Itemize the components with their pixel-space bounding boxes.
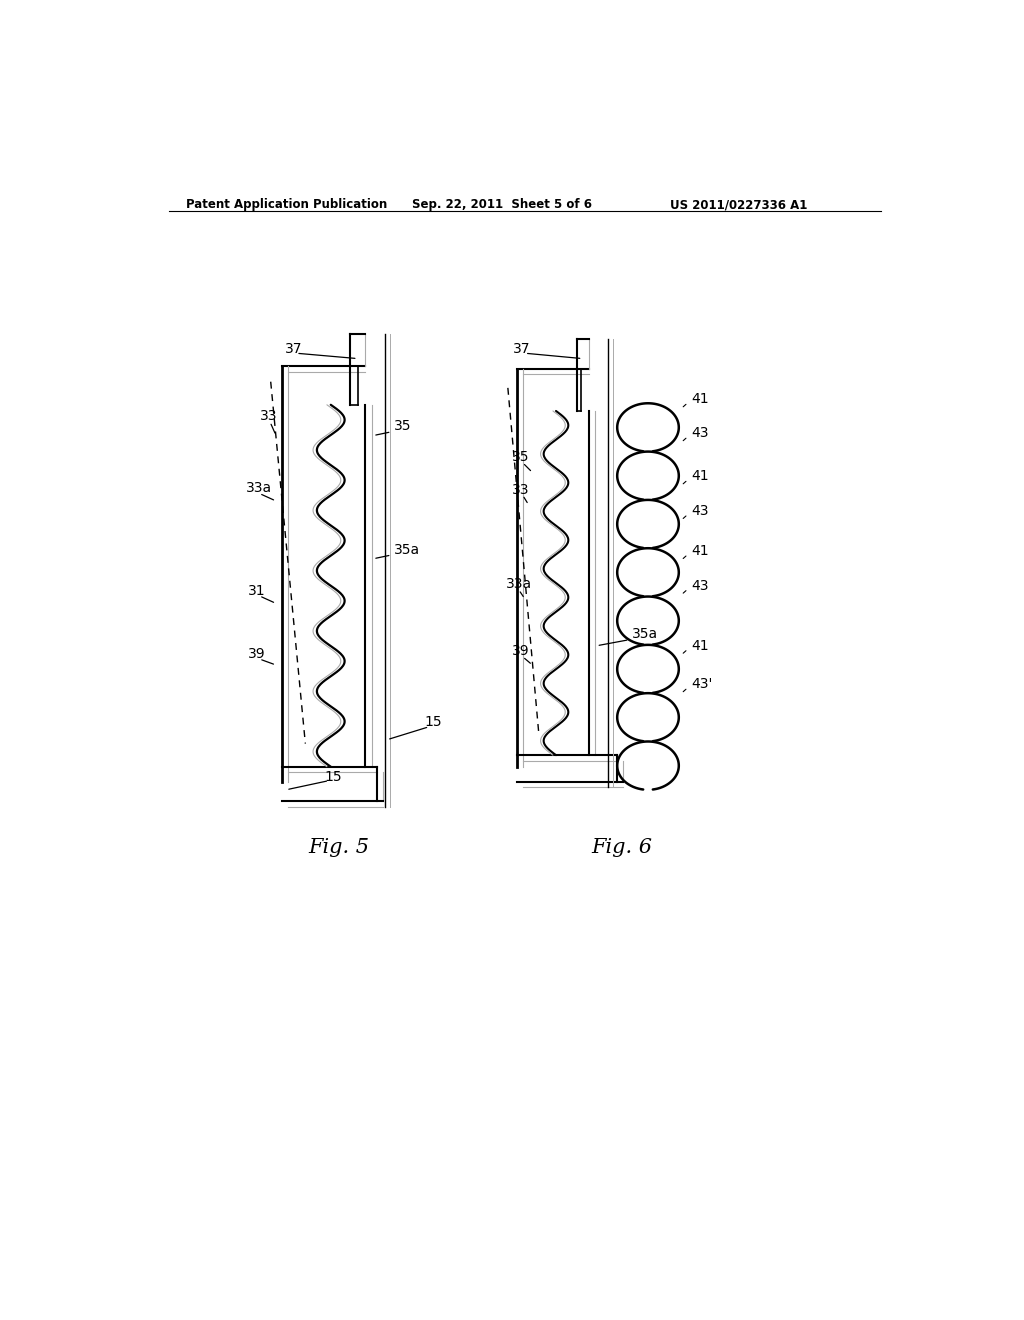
Text: 35: 35 bbox=[512, 450, 529, 465]
Text: 15: 15 bbox=[325, 770, 342, 784]
Text: 43: 43 bbox=[691, 426, 709, 441]
Text: Patent Application Publication: Patent Application Publication bbox=[186, 198, 387, 211]
Text: 43': 43' bbox=[691, 677, 713, 692]
Text: 37: 37 bbox=[513, 342, 530, 356]
Text: 33: 33 bbox=[512, 483, 529, 496]
Text: Fig. 5: Fig. 5 bbox=[308, 838, 369, 857]
Text: 41: 41 bbox=[691, 392, 709, 407]
Text: 35a: 35a bbox=[632, 627, 658, 642]
Text: 39: 39 bbox=[512, 644, 529, 659]
Text: 31: 31 bbox=[248, 585, 265, 598]
Text: 41: 41 bbox=[691, 470, 709, 483]
Text: 41: 41 bbox=[691, 544, 709, 558]
Text: 35a: 35a bbox=[394, 543, 420, 557]
Text: Fig. 6: Fig. 6 bbox=[591, 838, 652, 857]
Text: 43: 43 bbox=[691, 504, 709, 517]
Text: Sep. 22, 2011  Sheet 5 of 6: Sep. 22, 2011 Sheet 5 of 6 bbox=[412, 198, 592, 211]
Text: 43: 43 bbox=[691, 578, 709, 593]
Text: 39: 39 bbox=[248, 647, 265, 660]
Text: 37: 37 bbox=[285, 342, 302, 356]
Text: 41: 41 bbox=[691, 639, 709, 653]
Text: 35: 35 bbox=[394, 420, 412, 433]
Text: 15: 15 bbox=[425, 715, 442, 729]
Text: US 2011/0227336 A1: US 2011/0227336 A1 bbox=[670, 198, 807, 211]
Text: 33a: 33a bbox=[246, 480, 272, 495]
Text: 33a: 33a bbox=[506, 577, 531, 591]
Text: 33: 33 bbox=[260, 409, 278, 424]
